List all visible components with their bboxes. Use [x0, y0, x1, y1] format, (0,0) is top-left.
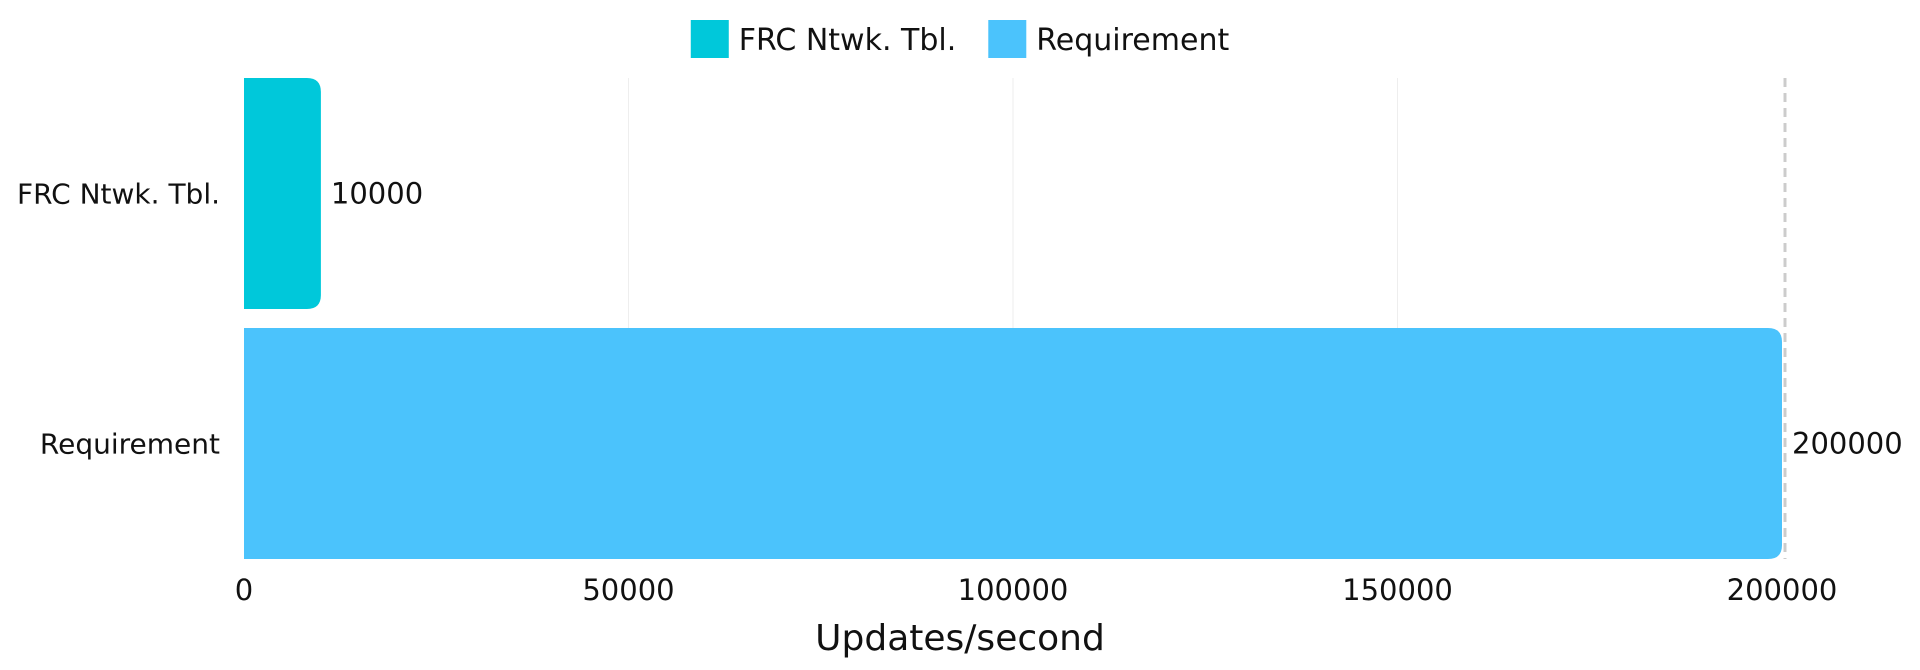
- data-label: 200000: [1792, 427, 1903, 461]
- data-label: 10000: [331, 177, 423, 211]
- x-tick-label: 100000: [958, 573, 1069, 607]
- legend-label: FRC Ntwk. Tbl.: [739, 23, 957, 58]
- legend-item: FRC Ntwk. Tbl.: [690, 20, 957, 58]
- bar-requirement: [244, 328, 1782, 559]
- legend-swatch: [988, 20, 1027, 58]
- x-axis: 0 50000 100000 150000 200000: [235, 573, 1838, 607]
- category-label: FRC Ntwk. Tbl.: [17, 178, 220, 211]
- category-label: Requirement: [40, 428, 220, 461]
- bar-frc-ntwk-tbl: [244, 78, 321, 309]
- y-axis: FRC Ntwk. Tbl. Requirement: [17, 178, 220, 461]
- legend-item: Requirement: [988, 20, 1229, 58]
- x-tick-label: 50000: [582, 573, 674, 607]
- x-tick-label: 150000: [1342, 573, 1453, 607]
- legend-label: Requirement: [1036, 23, 1229, 58]
- x-tick-label: 200000: [1727, 573, 1838, 607]
- data-labels: 10000 200000: [331, 177, 1903, 461]
- legend-swatch: [690, 20, 729, 58]
- legend: FRC Ntwk. Tbl. Requirement: [690, 20, 1229, 58]
- x-axis-title: Updates/second: [815, 618, 1105, 659]
- x-tick-label: 0: [235, 573, 253, 607]
- bars: [244, 78, 1782, 559]
